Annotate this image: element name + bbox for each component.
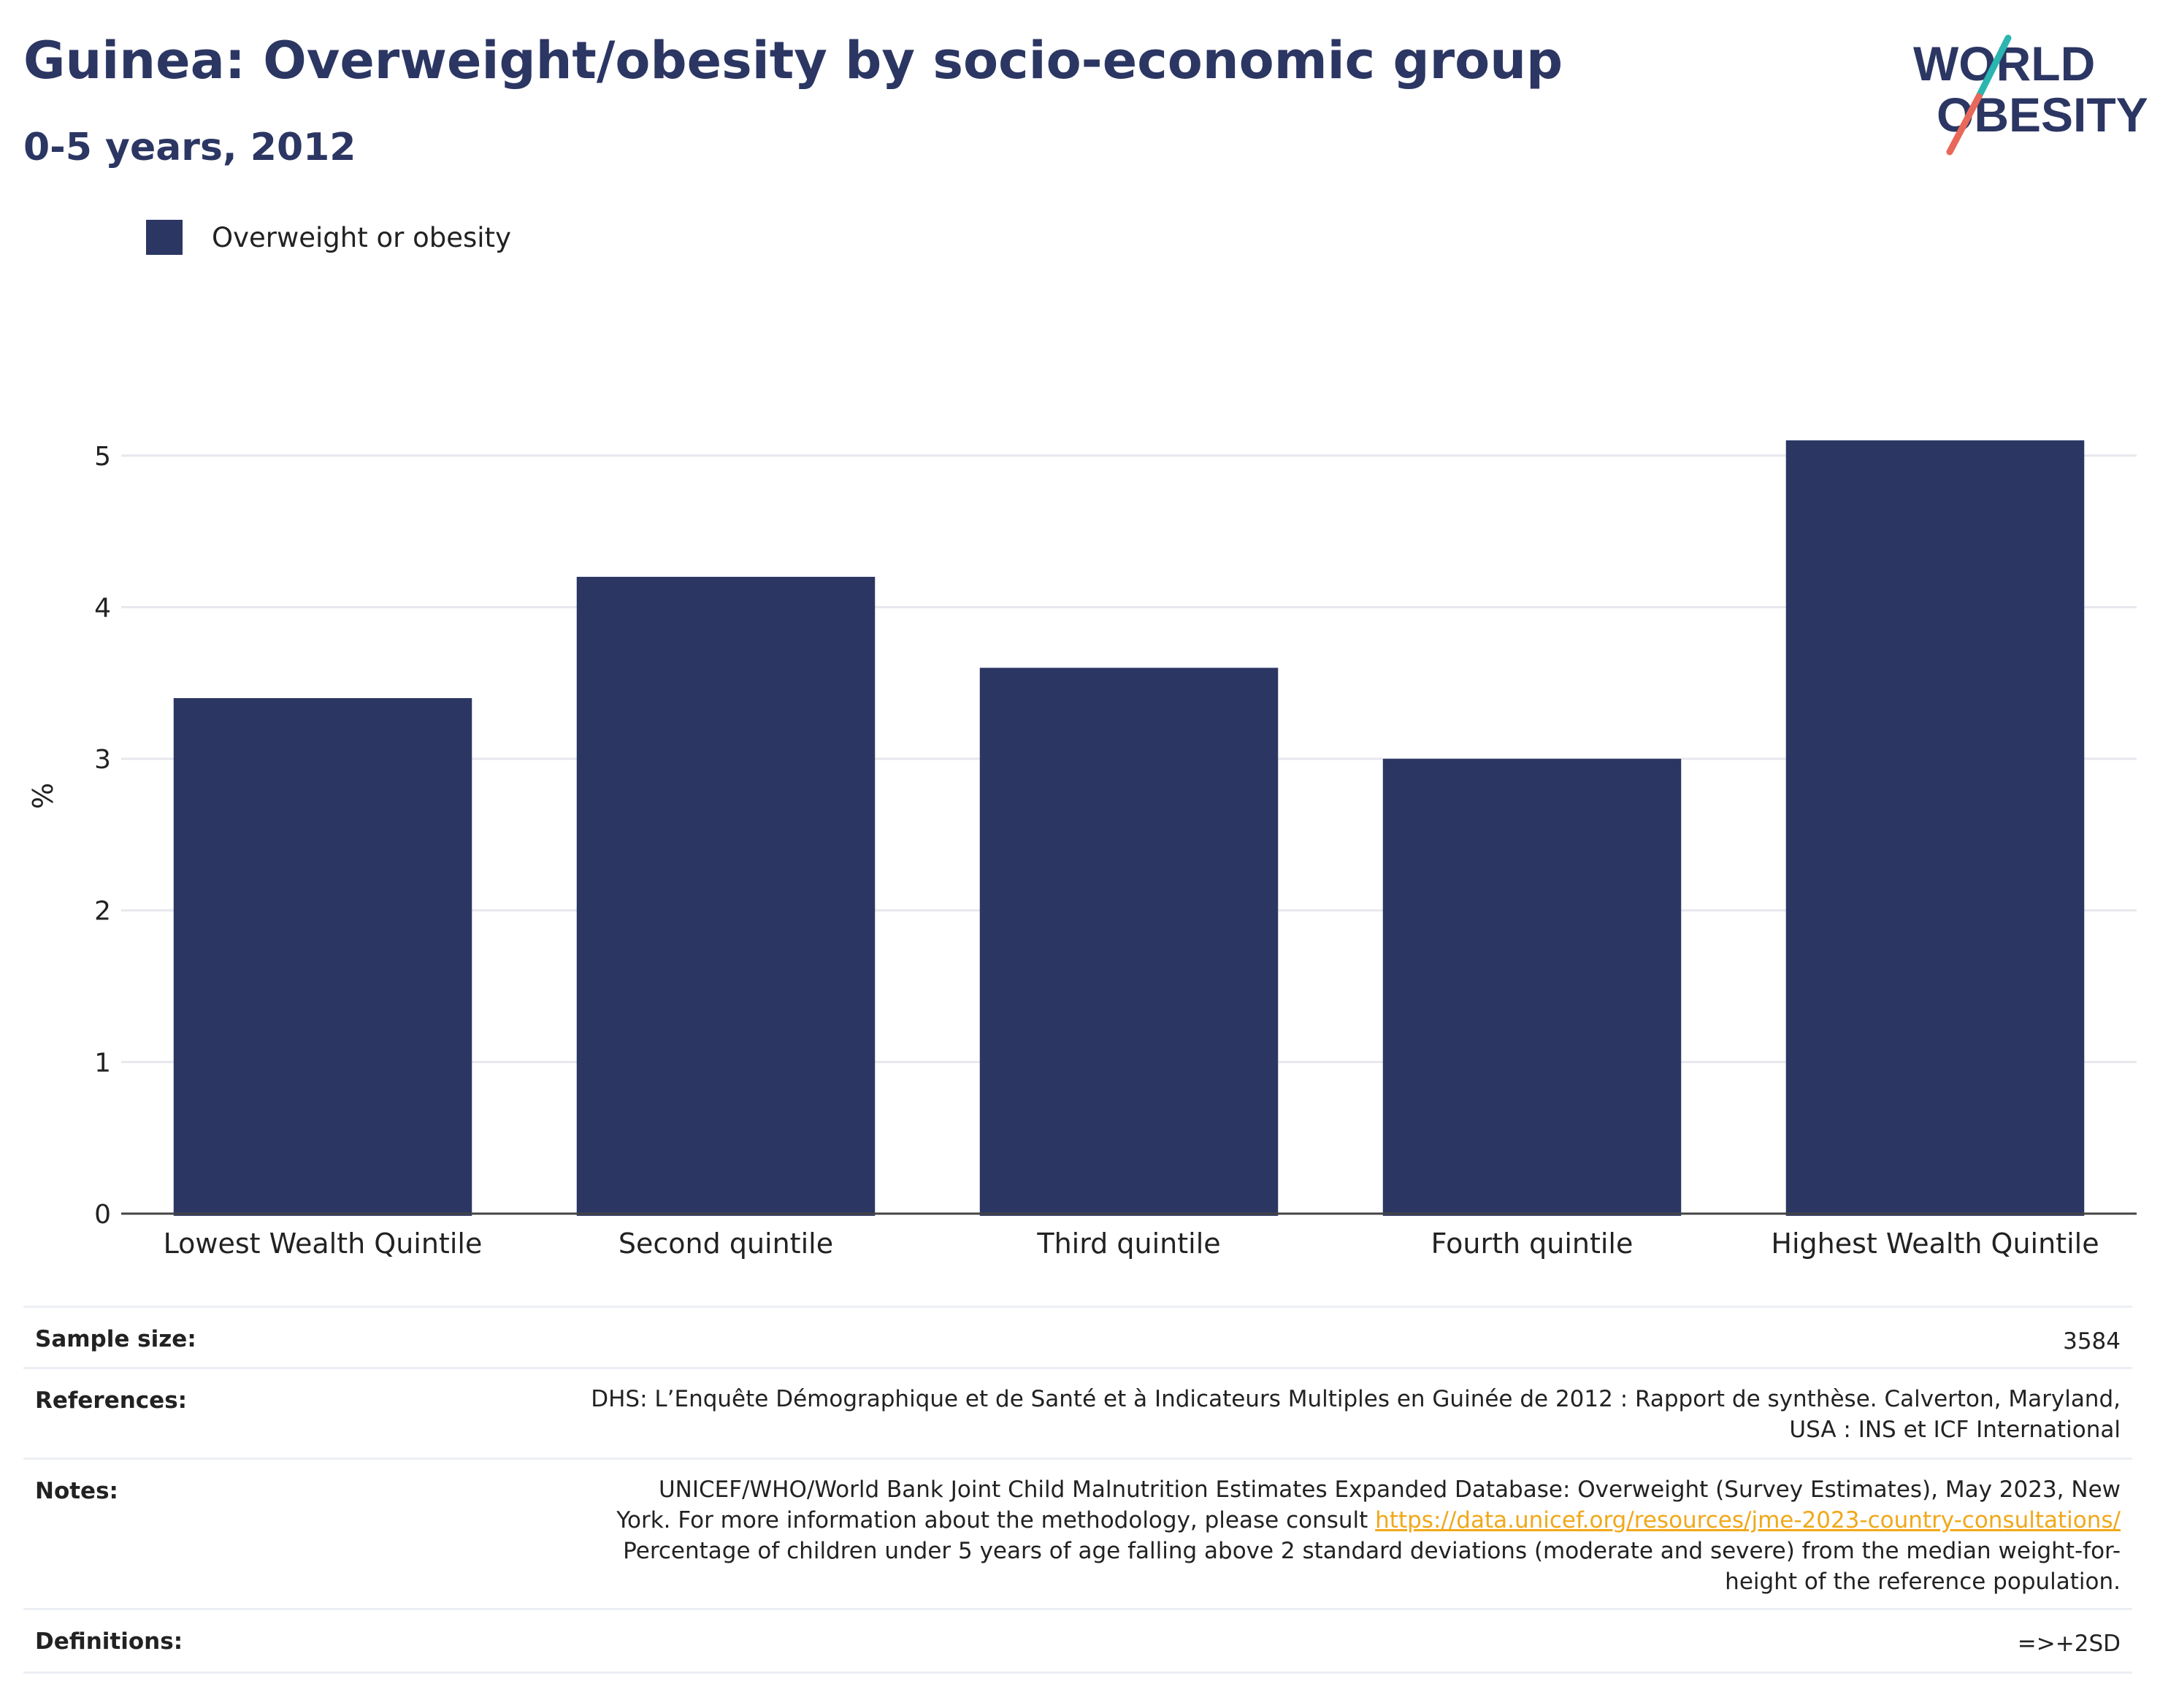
- x-tick-label: Fourth quintile: [1431, 1228, 1634, 1260]
- bars: [173, 440, 2085, 1216]
- bar[interactable]: [1785, 440, 2085, 1216]
- world-obesity-logo: WORLD OBESITY: [1913, 34, 2147, 156]
- x-tick-label: Second quintile: [618, 1228, 833, 1260]
- references-line-1: DHS: L’Enquête Démographique et de Santé…: [591, 1386, 2121, 1412]
- notes-line-2-text: York. For more information about the met…: [616, 1507, 1376, 1533]
- notes-line-4: height of the reference population.: [1725, 1569, 2121, 1595]
- bar[interactable]: [576, 576, 876, 1216]
- definitions-label: Definitions:: [35, 1628, 183, 1655]
- chart-title: Guinea: Overweight/obesity by socio-econ…: [23, 31, 1563, 91]
- y-tick-label: 1: [94, 1048, 111, 1078]
- notes-line-2: York. For more information about the met…: [616, 1505, 2121, 1536]
- y-tick-label: 5: [94, 442, 111, 472]
- y-tick-label: 4: [94, 593, 111, 623]
- bar[interactable]: [979, 667, 1279, 1216]
- sample-size-value: 3584: [2063, 1328, 2121, 1355]
- definitions-row: Definitions: =>+2SD: [23, 1608, 2132, 1674]
- references-line-2: USA : INS et ICF International: [1789, 1417, 2121, 1443]
- y-tick-label: 3: [94, 745, 111, 775]
- notes-line-3: Percentage of children under 5 years of …: [623, 1538, 2121, 1564]
- references-label: References:: [35, 1387, 188, 1414]
- notes-row: Notes: UNICEF/WHO/World Bank Joint Child…: [23, 1458, 2132, 1610]
- chart-legend[interactable]: Overweight or obesity: [146, 219, 511, 256]
- logo-slash-teal: [1975, 34, 2012, 100]
- definitions-value: =>+2SD: [2017, 1631, 2121, 1657]
- legend-label: Overweight or obesity: [212, 221, 511, 253]
- y-tick-label: 2: [94, 897, 111, 927]
- chart-subtitle: 0-5 years, 2012: [23, 126, 356, 169]
- axes: 0 1 2 3 4 5 Lowest Wealth Quintile Second quint…: [94, 442, 2137, 1260]
- notes-label: Notes:: [35, 1478, 118, 1504]
- sample-size-row: Sample size: 3584: [23, 1306, 2132, 1369]
- bar-chart: 0 1 2 3 4 5 Lowest Wealth Quintile Second quint…: [27, 440, 2137, 1260]
- bar[interactable]: [173, 698, 472, 1216]
- references-row: References: DHS: L’Enquête Démographique…: [23, 1367, 2132, 1460]
- x-tick-label: Lowest Wealth Quintile: [164, 1228, 483, 1260]
- logo-slash-coral: [1946, 93, 1983, 156]
- sample-size-label: Sample size:: [35, 1326, 196, 1352]
- notes-value: UNICEF/WHO/World Bank Joint Child Malnut…: [616, 1474, 2121, 1597]
- x-tick-label: Third quintile: [1036, 1228, 1220, 1260]
- references-value: DHS: L’Enquête Démographique et de Santé…: [591, 1384, 2121, 1445]
- notes-line-1: UNICEF/WHO/World Bank Joint Child Malnut…: [658, 1477, 2121, 1503]
- legend-swatch: [146, 220, 183, 255]
- x-tick-label: Highest Wealth Quintile: [1771, 1228, 2099, 1260]
- y-tick-label: 0: [94, 1200, 111, 1230]
- bar[interactable]: [1382, 759, 1682, 1216]
- methodology-link[interactable]: https://data.unicef.org/resources/jme-20…: [1375, 1507, 2121, 1533]
- y-axis-title: %: [27, 783, 59, 809]
